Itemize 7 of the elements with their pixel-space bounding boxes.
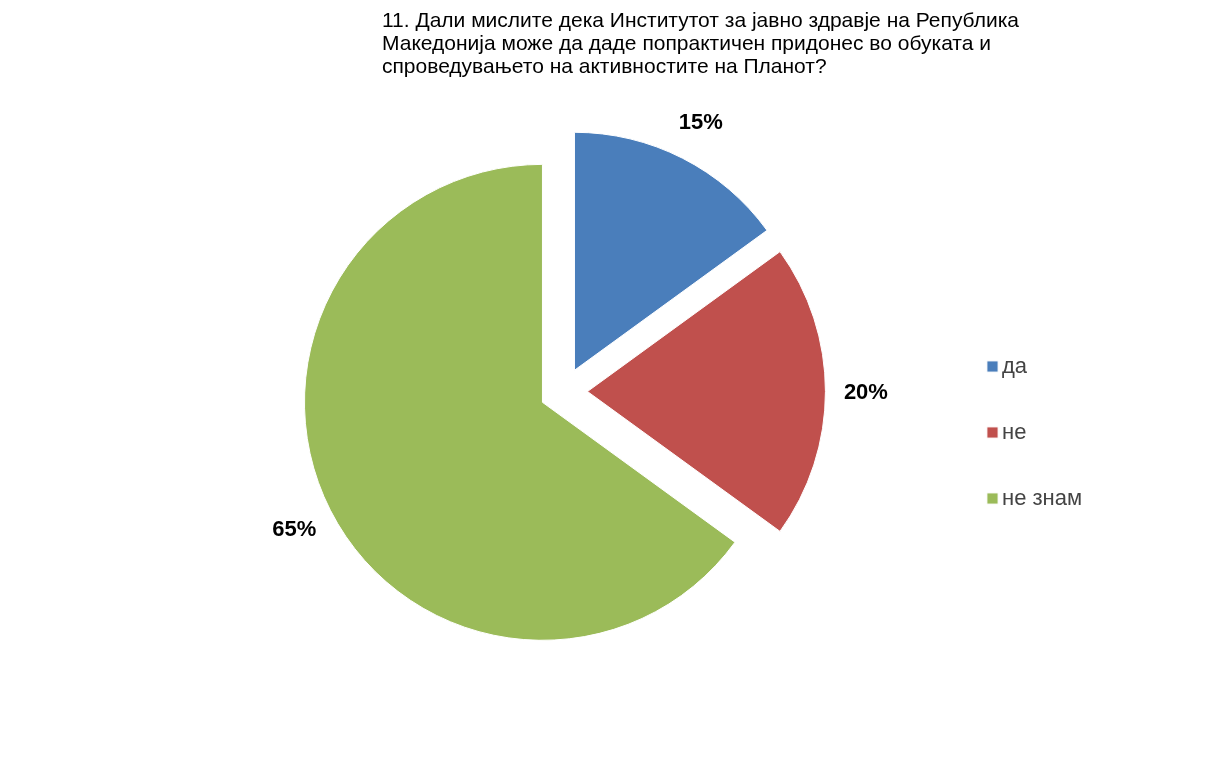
- chart-title: 11. Дали мислите дека Институтот за јавно здравје на Република Македонија може да даде попрактичен придонес во обуката и спроведувањето на активностите на Планот?: [381, 7, 1020, 77]
- legend-label: да: [1002, 353, 1028, 379]
- data-label: 20%: [843, 379, 888, 404]
- legend-label: не знам: [1002, 485, 1083, 511]
- data-label: 65%: [272, 516, 317, 542]
- data-label: 15%: [678, 109, 723, 135]
- legend-label: не: [1002, 419, 1027, 445]
